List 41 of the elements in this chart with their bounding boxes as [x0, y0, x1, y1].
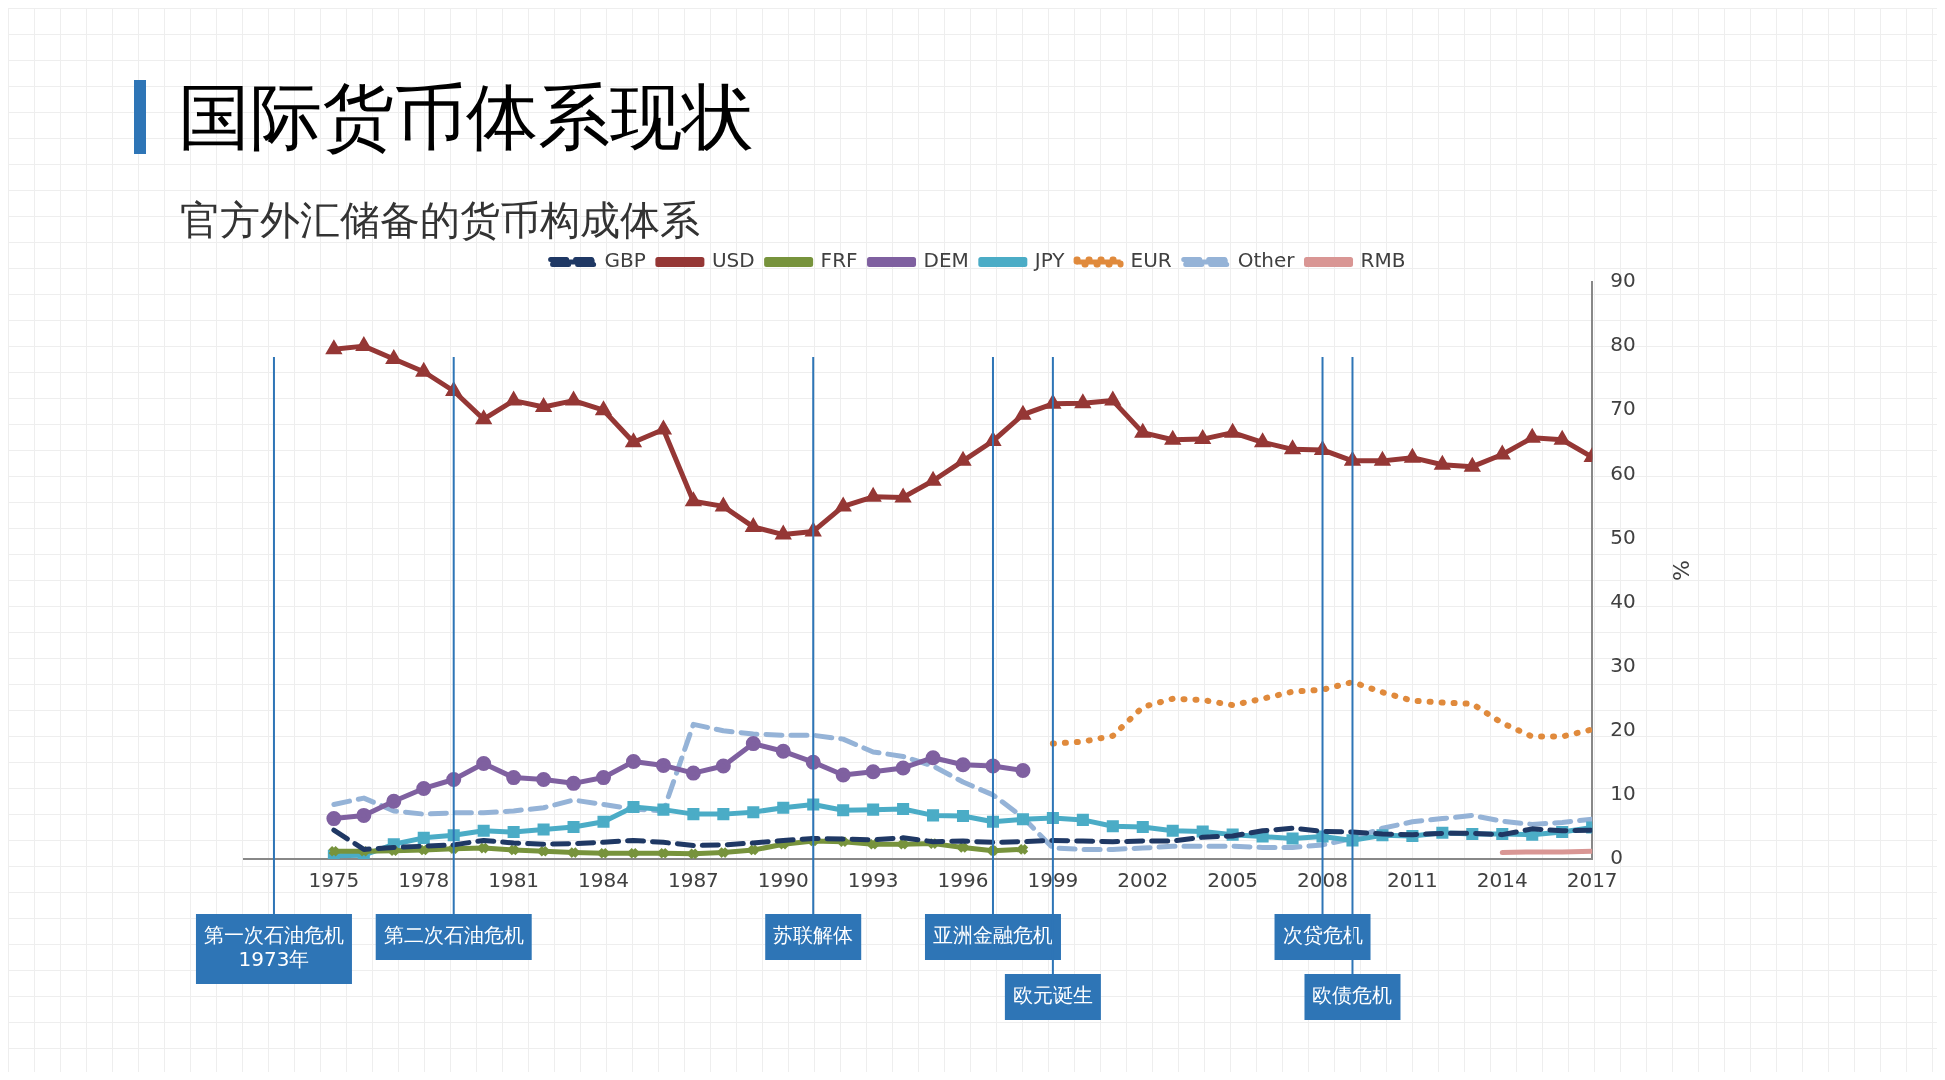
x-tick-label: 2005 [1207, 868, 1259, 893]
x-tick-label: 1981 [488, 868, 540, 893]
x-tick-label: 1978 [398, 868, 450, 893]
legend-label: FRF [820, 248, 858, 273]
x-tick-label: 1990 [757, 868, 809, 893]
x-tick-label: 1975 [308, 868, 360, 893]
x-tick-label: 2002 [1117, 868, 1169, 893]
ref-line-label: 次贷危机 [1282, 923, 1363, 948]
y-axis-title: % [1668, 560, 1694, 581]
chart-subtitle: 官方外汇储备的货币构成体系 [180, 196, 700, 245]
ref-line-label: 亚洲金融危机 [932, 923, 1053, 948]
x-tick-label: 1993 [847, 868, 899, 893]
y-tick-label: 50 [1610, 524, 1636, 549]
ref-line-label: 苏联解体 [773, 923, 854, 948]
ref-line-label: 第二次石油危机 [383, 923, 524, 948]
legend-label: EUR [1130, 248, 1172, 273]
legend-label: JPY [1032, 248, 1066, 273]
y-tick-label: 90 [1610, 268, 1636, 293]
y-tick-label: 20 [1610, 716, 1636, 741]
ref-line-label: 欧债危机 [1312, 983, 1393, 1008]
legend-label: DEM [923, 248, 969, 273]
x-tick-label: 2014 [1476, 868, 1528, 893]
x-tick-label: 1987 [667, 868, 719, 893]
legend-label: RMB [1360, 248, 1406, 273]
y-tick-label: 0 [1610, 845, 1623, 870]
y-tick-label: 60 [1610, 460, 1636, 485]
x-tick-label: 2011 [1386, 868, 1438, 893]
y-tick-label: 10 [1610, 781, 1636, 806]
y-tick-label: 80 [1610, 332, 1636, 357]
y-tick-label: 30 [1610, 652, 1636, 677]
legend-label: Other [1237, 248, 1296, 273]
ref-line-label: 第一次石油危机 1973年 [203, 923, 344, 972]
ref-line-label: 欧元诞生 [1012, 983, 1093, 1008]
x-tick-label: 1984 [578, 868, 629, 893]
chart-title: 国际货币体系现状 [178, 74, 754, 161]
x-tick-label: 2017 [1566, 868, 1618, 893]
y-tick-label: 40 [1610, 588, 1636, 613]
x-tick-label: 1996 [937, 868, 989, 893]
legend-label: GBP [604, 248, 646, 273]
y-tick-label: 70 [1610, 396, 1636, 421]
legend-label: USD [711, 248, 755, 273]
